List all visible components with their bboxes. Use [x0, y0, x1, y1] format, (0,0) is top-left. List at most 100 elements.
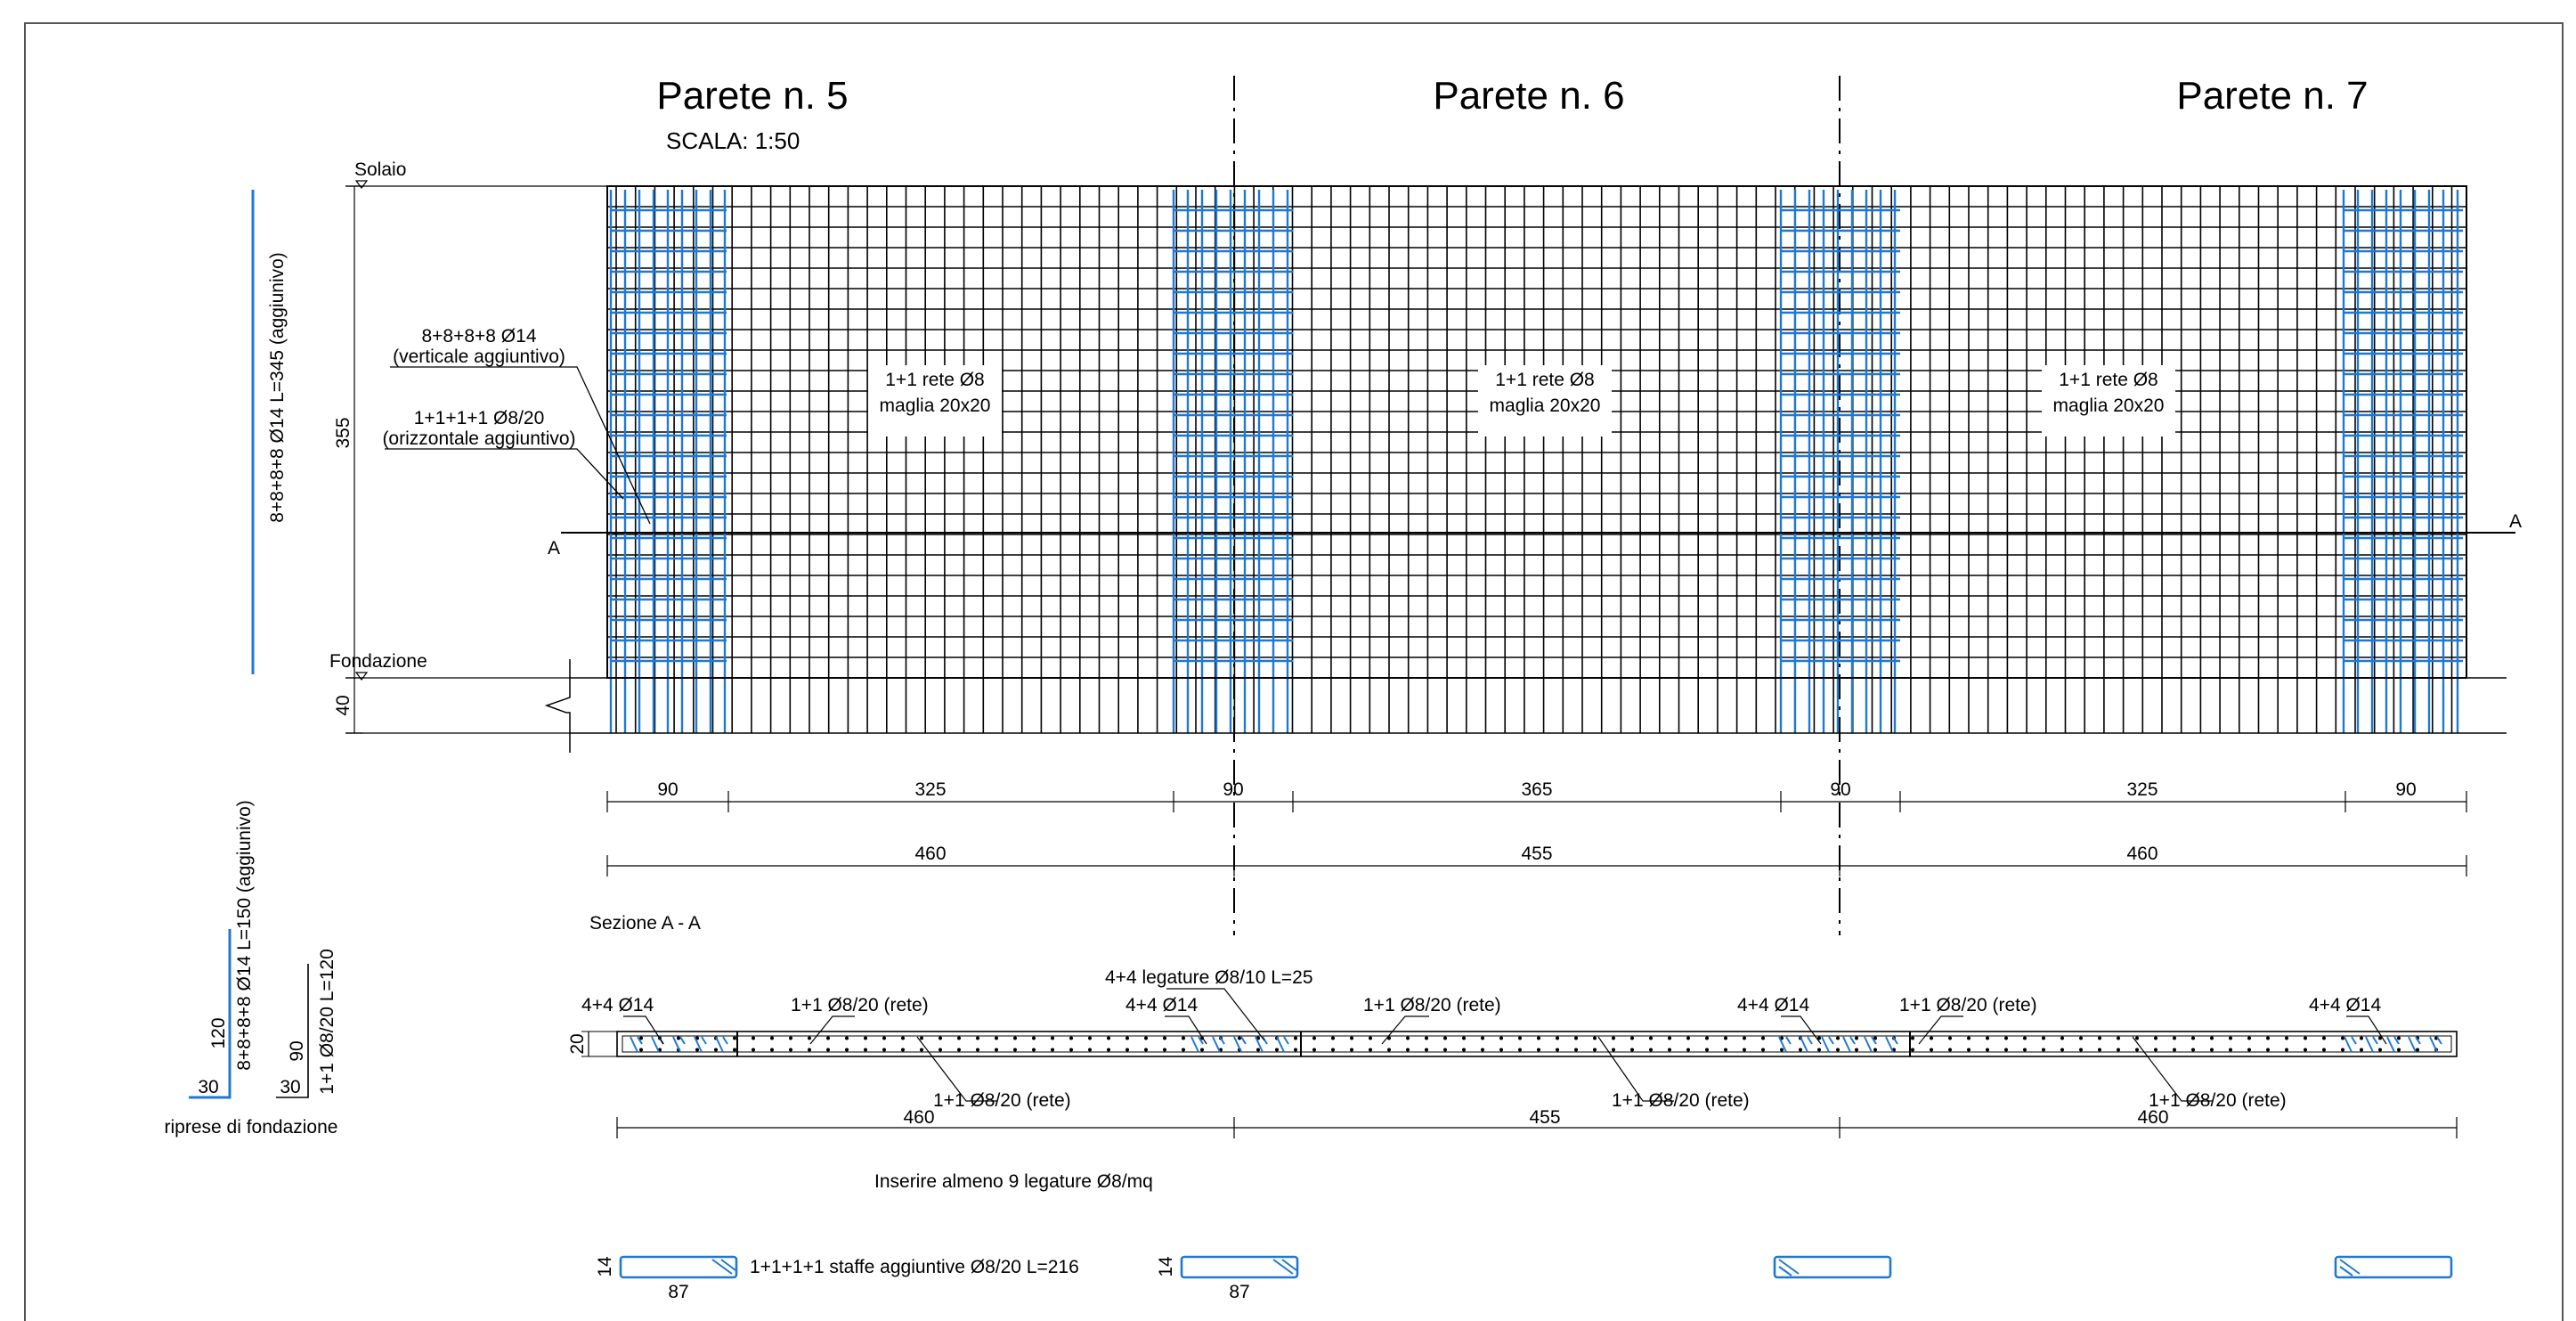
leader	[2346, 1015, 2387, 1045]
section-bar-dot	[1125, 1036, 1129, 1040]
section-bar-dot	[1817, 1036, 1821, 1040]
ripresa-caption: riprese di fondazione	[165, 1117, 338, 1138]
axis-lines	[1233, 76, 1841, 935]
section-bar-dot	[882, 1048, 886, 1052]
section-bar-dot	[1593, 1048, 1597, 1052]
section-bar-dot	[770, 1036, 774, 1040]
section-bar-dot	[1911, 1036, 1914, 1040]
section-bar-dot	[2341, 1048, 2344, 1052]
ripresa-bar-a	[189, 929, 232, 1099]
section-bar-dot	[2378, 1036, 2382, 1040]
section-bar-dot	[1406, 1048, 1410, 1052]
section-bar-dot	[2023, 1036, 2027, 1040]
level-fondazione: Fondazione	[329, 651, 427, 672]
section-mark-right: A	[2509, 511, 2522, 532]
rete-bot-a: 1+1 Ø8/20 (rete)	[933, 1090, 1071, 1111]
section-bar-dot	[2098, 1048, 2101, 1052]
rete-bot-b: 1+1 Ø8/20 (rete)	[1612, 1090, 1750, 1111]
rete-top-c: 1+1 Ø8/20 (rete)	[1899, 995, 2037, 1015]
dim-value-row1: 325	[2126, 779, 2158, 800]
stirrup-1-h: 14	[595, 1256, 615, 1277]
section-tie	[1233, 1036, 1247, 1053]
mesh-label-line2: maglia 20x20	[880, 395, 991, 416]
stirrup-hook-1	[711, 1259, 736, 1275]
section-bar-dot	[1275, 1048, 1279, 1052]
section-bar-dot	[1817, 1048, 1821, 1052]
stirrup-hook-3	[1778, 1259, 1800, 1276]
section-bar-dot	[1051, 1036, 1054, 1040]
mesh-label-bg	[1478, 365, 1612, 436]
section-bar-dot	[1612, 1048, 1615, 1052]
dim-value-row1: 90	[1830, 779, 1850, 800]
section-bar-dot	[957, 1036, 961, 1040]
mesh-grid	[607, 186, 2466, 733]
section-bar-dot	[882, 1036, 886, 1040]
dimension-rows: 90 325 90 365 90 325 90 460 455 460	[606, 779, 2467, 877]
section-bar-dot	[1836, 1036, 1840, 1040]
mesh-label-p5: 1+1 rete Ø8 maglia 20x20	[868, 365, 1002, 436]
section-outline-inner	[622, 1035, 2452, 1053]
section-bar-dot	[1612, 1036, 1615, 1040]
fondazione-mark	[354, 672, 369, 681]
callout-vert-line2: (verticale aggiuntivo)	[393, 347, 565, 367]
bars-callout-d: 4+4 Ø14	[2309, 995, 2381, 1015]
mesh-label-line1: 1+1 rete Ø8	[1495, 370, 1595, 390]
leader	[1165, 1015, 1207, 1045]
ripresa-dim-a-v: 120	[208, 1017, 229, 1048]
section-bar-dot	[752, 1048, 755, 1052]
section-bar-dot	[2229, 1036, 2232, 1040]
section-bar-dot	[1855, 1036, 1858, 1040]
section-bar-dot	[2322, 1048, 2326, 1052]
section-bar-dot	[2135, 1036, 2139, 1040]
callout-vert-line1: 8+8+8+8 Ø14	[421, 326, 536, 347]
side-bar-label: 8+8+8+8 Ø14 L=345 (aggiunivo)	[267, 252, 288, 523]
section-bar-dot	[1518, 1036, 1522, 1040]
ripresa-dim-a-h: 30	[198, 1077, 218, 1097]
section-bar-dot	[1069, 1036, 1073, 1040]
section-mark-left: A	[548, 538, 560, 559]
section-bar-dot	[1705, 1036, 1709, 1040]
callout-hor-line2: (orizzontale aggiuntivo)	[382, 428, 575, 449]
stirrup-shape-1	[619, 1255, 738, 1279]
section-bar-dot	[1462, 1048, 1466, 1052]
section-bar-dot	[639, 1036, 643, 1040]
stirrup-label: 1+1+1+1 staffe aggiuntive Ø8/20 L=216	[750, 1257, 1079, 1277]
section-bar-dot	[2117, 1036, 2120, 1040]
section-bar-dot	[1425, 1048, 1428, 1052]
stirrup-hook-4	[2339, 1259, 2361, 1276]
section-tie	[715, 1036, 728, 1053]
section-tie	[1842, 1036, 1856, 1053]
rete-bot-c: 1+1 Ø8/20 (rete)	[2149, 1090, 2287, 1111]
section-bar-dot	[1761, 1036, 1765, 1040]
section-dim-2: 455	[1529, 1107, 1560, 1128]
section-bar-dot	[808, 1036, 811, 1040]
section-bar-dot	[901, 1036, 905, 1040]
section-bar-dot	[1556, 1036, 1559, 1040]
mesh-label-line2: maglia 20x20	[2053, 395, 2165, 416]
section-bar-dot	[1125, 1048, 1129, 1052]
section-bar-dot	[1294, 1048, 1297, 1052]
section-bar-dot	[1013, 1048, 1017, 1052]
section-bar-dot	[770, 1048, 774, 1052]
section-bar-dot	[1911, 1048, 1914, 1052]
mesh-label-bg	[868, 365, 1002, 436]
section-bar-dot	[1668, 1048, 1671, 1052]
section-bar-dot	[1799, 1048, 1802, 1052]
section-bar-dot	[2247, 1036, 2251, 1040]
section-bar-dot	[2360, 1036, 2363, 1040]
section-tie	[672, 1036, 686, 1053]
section-bar-dot	[1051, 1048, 1054, 1052]
section-bar-dot	[1294, 1036, 1297, 1040]
section-bar-dot	[2060, 1048, 2064, 1052]
section-tie	[2429, 1036, 2442, 1053]
section-tie	[1212, 1036, 1225, 1053]
section-bar-dot	[1930, 1048, 1933, 1052]
dim-value-row1: 325	[914, 779, 946, 800]
leader	[1597, 1036, 1674, 1102]
section-bar-dot	[2135, 1048, 2139, 1052]
section-bar-dot	[920, 1036, 923, 1040]
section-bar-dot	[1948, 1048, 1952, 1052]
section-bars	[639, 1032, 2438, 1056]
section-tie	[1255, 1036, 1268, 1053]
leader	[1918, 1015, 1963, 1045]
